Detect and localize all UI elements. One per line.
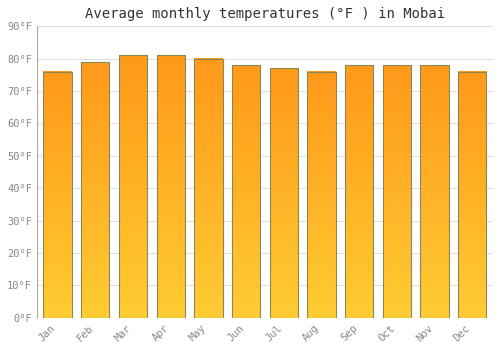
Bar <box>44 72 72 318</box>
Bar <box>119 55 147 318</box>
Title: Average monthly temperatures (°F ) in Mobai: Average monthly temperatures (°F ) in Mo… <box>85 7 445 21</box>
Bar <box>194 59 222 318</box>
Bar <box>156 55 185 318</box>
Bar <box>81 62 110 318</box>
Bar <box>383 65 411 318</box>
Bar <box>420 65 449 318</box>
Bar <box>458 72 486 318</box>
Bar <box>345 65 374 318</box>
Bar <box>232 65 260 318</box>
Bar <box>308 72 336 318</box>
Bar <box>270 68 298 318</box>
